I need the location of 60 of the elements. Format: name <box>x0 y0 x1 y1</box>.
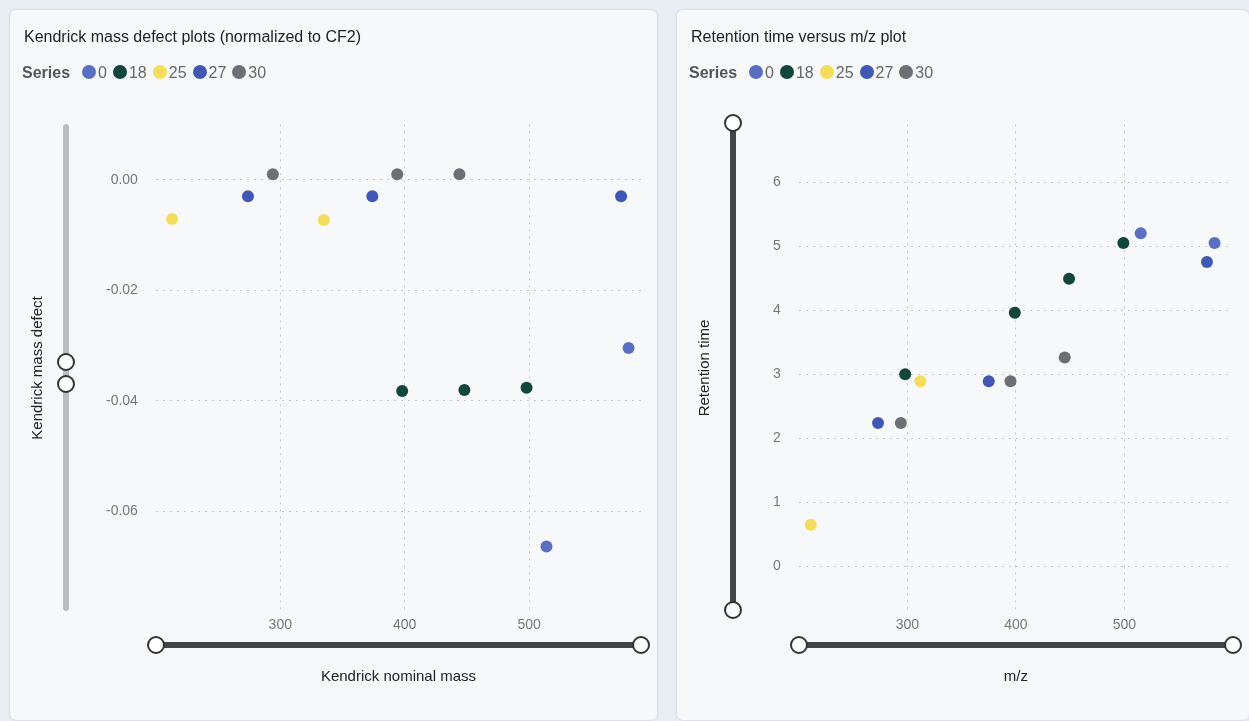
point <box>1208 236 1221 249</box>
point <box>396 385 409 398</box>
point <box>622 341 635 354</box>
point <box>458 383 471 396</box>
y-tick-label: -0.06 <box>105 502 139 519</box>
point <box>1063 272 1076 285</box>
point <box>1008 306 1021 319</box>
point <box>366 190 379 203</box>
point <box>1200 256 1213 269</box>
point <box>982 375 995 388</box>
y-tick-label: 6 <box>772 172 781 189</box>
point <box>914 375 927 388</box>
y-tick-label: 0 <box>772 557 781 574</box>
point <box>899 368 912 381</box>
point <box>317 214 330 227</box>
point <box>453 168 466 181</box>
point <box>241 190 254 203</box>
y-tick-label: 4 <box>772 301 781 318</box>
point <box>540 540 553 553</box>
x-tick-label: 400 <box>392 616 417 633</box>
y-tick-label: -0.02 <box>105 281 139 298</box>
legend-label: 27 <box>874 64 894 82</box>
point <box>804 518 817 531</box>
x-tick-label: 500 <box>517 616 541 633</box>
x-tick-label: 300 <box>268 616 293 633</box>
legend-title: Series <box>22 64 71 82</box>
legend-label: 25 <box>167 64 187 82</box>
legend-label: 25 <box>834 64 854 82</box>
y-tick-label: 3 <box>772 365 781 382</box>
y-tick-label: -0.04 <box>105 391 139 408</box>
x-tick-label: 400 <box>1004 616 1028 633</box>
x-tick-label: 300 <box>895 616 920 633</box>
point <box>391 168 404 181</box>
legend-label: 18 <box>794 64 814 82</box>
point <box>1058 351 1071 364</box>
point <box>1004 375 1017 388</box>
y-tick-label: 1 <box>772 493 781 510</box>
legend-label: 27 <box>207 64 227 82</box>
legend-label: 18 <box>127 64 147 82</box>
point <box>520 381 533 394</box>
legend-title: Series <box>689 64 738 82</box>
point <box>872 416 885 429</box>
legend-label: 30 <box>247 64 267 82</box>
y-tick-label: 2 <box>772 429 781 446</box>
y-tick-label: 5 <box>772 236 781 253</box>
point <box>615 190 628 203</box>
legend-label: 30 <box>914 64 934 82</box>
x-axis-title: Kendrick nominal mass <box>320 667 476 685</box>
x-tick-label: 500 <box>1112 616 1137 633</box>
chart-title: Kendrick mass defect plots (normalized to CF2) <box>24 28 362 46</box>
point <box>1117 236 1130 249</box>
point <box>894 416 907 429</box>
point <box>1134 227 1147 240</box>
point <box>266 168 279 181</box>
y-axis-title: Retention time <box>694 319 712 417</box>
y-axis-title: Kendrick mass defect <box>27 296 45 440</box>
y-tick-label: 0.00 <box>110 170 139 187</box>
chart-title: Retention time versus m/z plot <box>691 28 907 46</box>
point <box>166 212 179 225</box>
x-axis-title: m/z <box>1003 667 1028 685</box>
